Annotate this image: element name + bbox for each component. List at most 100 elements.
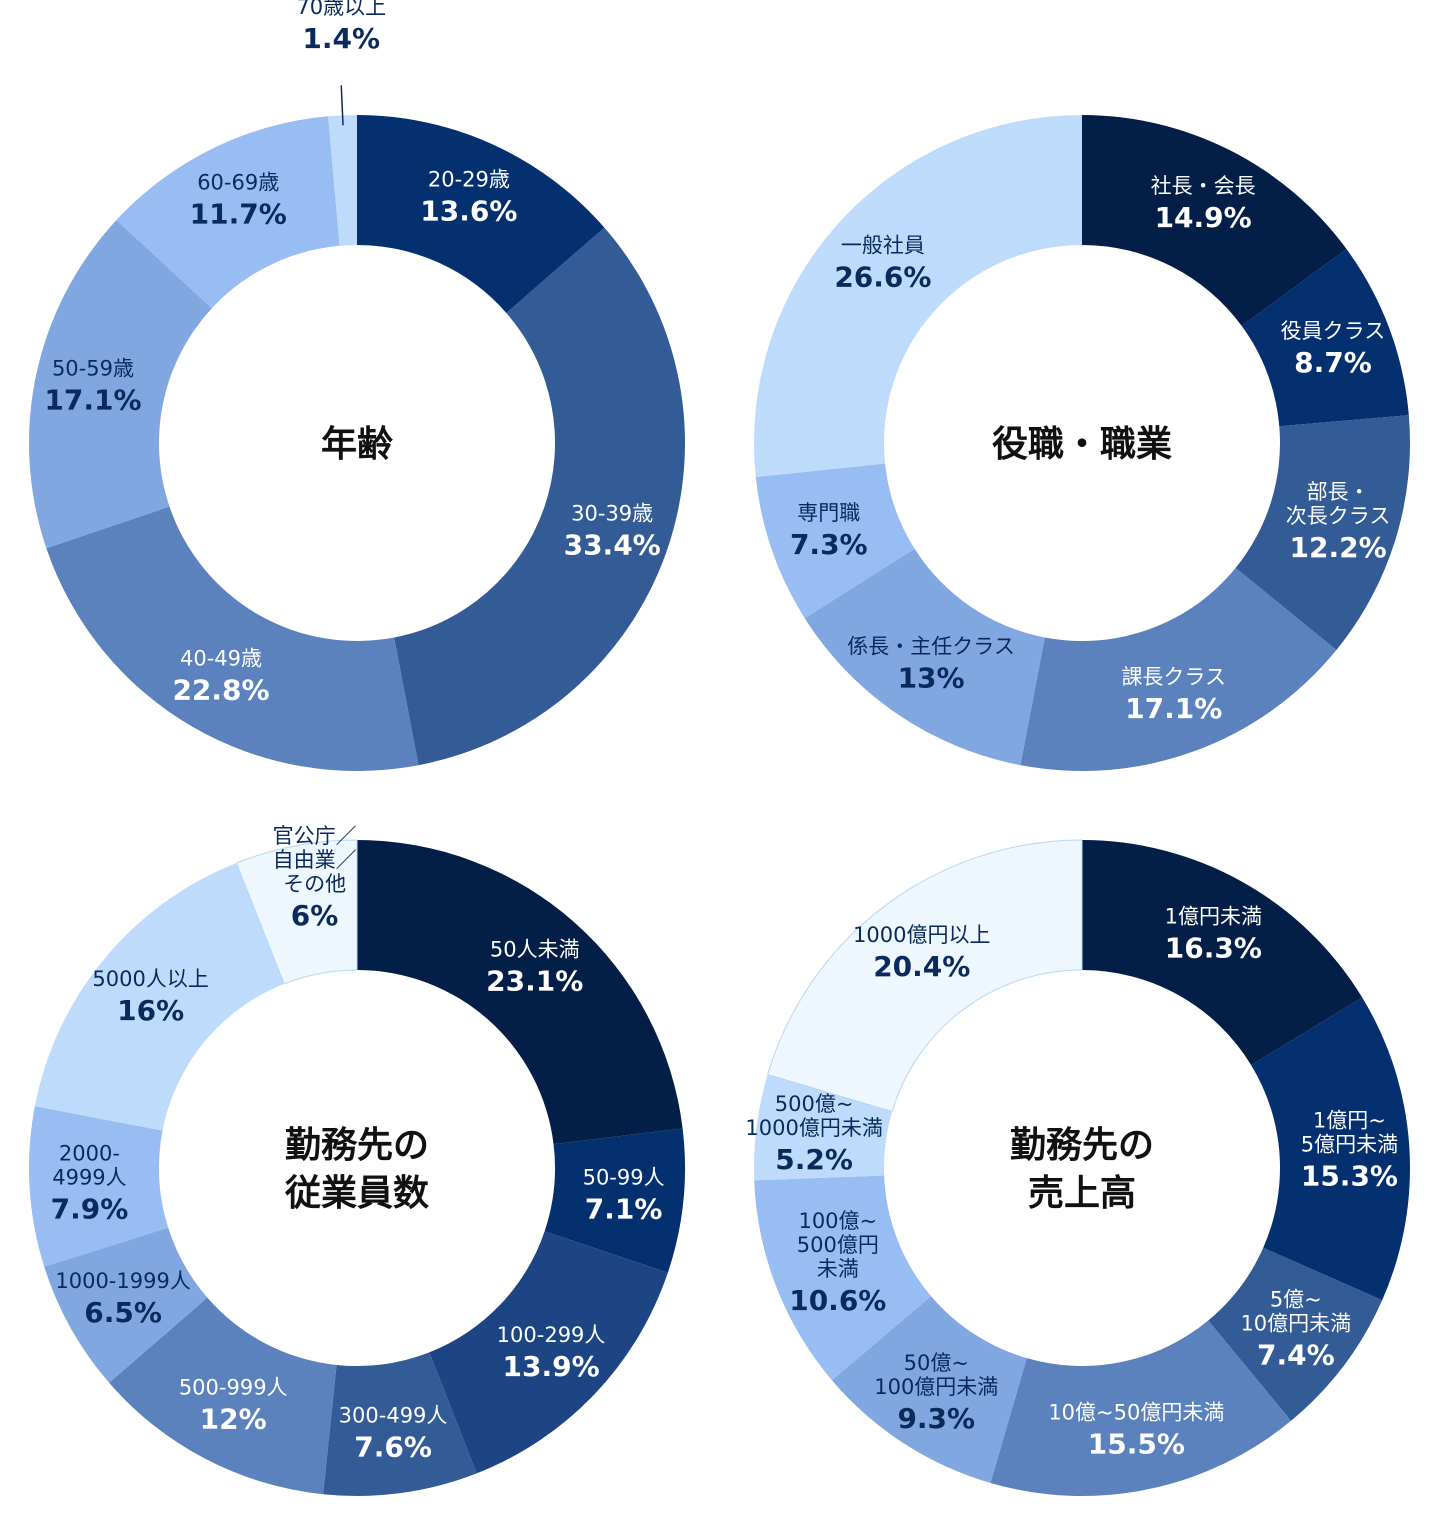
slice-category-label: 50-59歳 bbox=[52, 357, 134, 381]
slice-category-label: 100億~ bbox=[798, 1209, 877, 1233]
slice-value-label: 17.1% bbox=[44, 384, 141, 417]
slice-label: 官公庁／自由業／その他 6% bbox=[273, 824, 357, 932]
slice-category-label: 100-299人 bbox=[497, 1323, 606, 1347]
pie-slice bbox=[323, 1352, 477, 1496]
pie-slice bbox=[990, 1320, 1292, 1496]
pie-slice bbox=[394, 227, 685, 766]
pie-slice bbox=[44, 1227, 208, 1383]
slice-category-label: 次長クラス bbox=[1286, 504, 1391, 528]
pie-slice bbox=[1235, 415, 1410, 651]
slice-value-label: 5.2% bbox=[775, 1143, 853, 1176]
slice-value-label: 7.6% bbox=[354, 1431, 432, 1464]
pie-slice bbox=[754, 1175, 932, 1381]
chart-title-line: 売上高 bbox=[1028, 1173, 1136, 1214]
donut-chart-3: 50人未満 23.1% 50-99人 7.1% 100-299人 13.9% 300-499… bbox=[29, 824, 685, 1496]
pie-slice bbox=[1020, 567, 1337, 771]
slice-category-label: 50人未満 bbox=[490, 937, 580, 961]
pie-slice bbox=[544, 1128, 685, 1273]
pie-slice bbox=[754, 115, 1082, 478]
slice-value-label: 15.3% bbox=[1301, 1159, 1398, 1192]
chart-center-title: 年齢 bbox=[321, 424, 393, 465]
slice-label: 1億円~5億円未満 15.3% bbox=[1301, 1108, 1398, 1192]
slice-category-label: 500億円 bbox=[797, 1233, 879, 1257]
pie-slice bbox=[29, 219, 212, 549]
slice-label: 5億~10億円未満 7.4% bbox=[1240, 1288, 1351, 1372]
slice-label: 係長・主任クラス 13% bbox=[847, 634, 1015, 694]
slice-value-label: 20.4% bbox=[873, 950, 970, 983]
slice-category-label: 5億円未満 bbox=[1301, 1132, 1398, 1156]
pie-slice bbox=[1082, 840, 1363, 1066]
pie-slice bbox=[34, 862, 285, 1131]
slice-category-label: 課長クラス bbox=[1121, 665, 1226, 689]
slice-value-label: 6% bbox=[291, 899, 339, 932]
slice-category-label: 1億円未満 bbox=[1165, 904, 1262, 928]
slice-category-label: 40-49歳 bbox=[180, 646, 262, 670]
slice-category-label: 300-499人 bbox=[339, 1404, 448, 1428]
slice-category-label: その他 bbox=[283, 872, 346, 896]
slice-category-label: 専門職 bbox=[797, 501, 860, 525]
slice-value-label: 7.3% bbox=[790, 528, 868, 561]
pie-slice bbox=[328, 115, 357, 246]
slice-value-label: 13.9% bbox=[502, 1350, 599, 1383]
slice-category-label: 10億~50億円未満 bbox=[1048, 1400, 1224, 1424]
slice-value-label: 14.9% bbox=[1155, 201, 1252, 234]
slice-label: 50人未満 23.1% bbox=[486, 937, 583, 997]
slice-value-label: 33.4% bbox=[564, 528, 661, 561]
slice-value-label: 12.2% bbox=[1290, 531, 1387, 564]
slice-category-label: 60-69歳 bbox=[197, 171, 279, 195]
slice-label: 100-299人 13.9% bbox=[497, 1323, 606, 1383]
slice-category-label: 官公庁／ bbox=[273, 824, 357, 848]
slice-category-label: 5億~ bbox=[1270, 1288, 1322, 1312]
chart-title-line: 年齢 bbox=[321, 424, 393, 465]
slice-label: 20-29歳 13.6% bbox=[420, 167, 517, 227]
pie-slice bbox=[357, 115, 605, 313]
slice-category-label: 500億~ bbox=[775, 1092, 854, 1116]
slice-label: 専門職 7.3% bbox=[790, 501, 868, 561]
slice-value-label: 11.7% bbox=[190, 198, 287, 231]
slice-label: 60-69歳 11.7% bbox=[190, 171, 287, 231]
slice-label: 30-39歳 33.4% bbox=[564, 501, 661, 561]
pie-slice bbox=[109, 1297, 337, 1495]
slice-category-label: 70歳以上 bbox=[296, 0, 386, 19]
slice-category-label: 1億円~ bbox=[1313, 1108, 1386, 1132]
pie-slice bbox=[46, 506, 419, 771]
pie-slice bbox=[1082, 115, 1347, 326]
slice-value-label: 6.5% bbox=[84, 1296, 162, 1329]
slice-value-label: 13.6% bbox=[420, 194, 517, 227]
slice-value-label: 23.1% bbox=[486, 964, 583, 997]
slice-category-label: 2000- bbox=[59, 1142, 120, 1166]
slice-label: 300-499人 7.6% bbox=[339, 1404, 448, 1464]
slice-label: 課長クラス 17.1% bbox=[1121, 665, 1226, 725]
chart-center-title: 役職・職業 bbox=[992, 424, 1172, 465]
leader-line bbox=[340, 85, 344, 126]
slice-label: 50-99人 7.1% bbox=[583, 1165, 665, 1225]
slice-value-label: 12% bbox=[200, 1403, 267, 1436]
slice-label: 40-49歳 22.8% bbox=[172, 646, 269, 706]
slice-category-label: 100億円未満 bbox=[874, 1375, 998, 1399]
chart-title-line: 従業員数 bbox=[284, 1173, 429, 1214]
slice-category-label: 5000人以上 bbox=[92, 967, 208, 991]
pie-slice bbox=[357, 840, 683, 1145]
pie-slice bbox=[235, 839, 358, 985]
slice-category-label: 一般社員 bbox=[841, 234, 925, 258]
slice-value-label: 26.6% bbox=[834, 261, 931, 294]
pie-slice bbox=[29, 1106, 169, 1267]
slice-value-label: 7.1% bbox=[585, 1192, 663, 1225]
slice-value-label: 7.9% bbox=[51, 1193, 129, 1226]
chart-title-line: 役職・職業 bbox=[992, 424, 1172, 465]
slice-value-label: 13% bbox=[898, 661, 965, 694]
pie-slice bbox=[804, 548, 1045, 766]
pie-slice bbox=[1208, 1247, 1383, 1421]
slice-label: 1000-1999人 6.5% bbox=[55, 1269, 190, 1329]
slice-category-label: 自由業／ bbox=[273, 848, 357, 872]
slice-value-label: 17.1% bbox=[1125, 692, 1222, 725]
pie-slice bbox=[831, 1296, 1027, 1483]
donut-chart-4: 1億円未満 16.3% 1億円~5億円未満 15.3% 5億~10億円未満 7.4% 10億… bbox=[745, 839, 1410, 1496]
slice-value-label: 9.3% bbox=[897, 1402, 975, 1435]
slice-category-label: 30-39歳 bbox=[571, 501, 653, 525]
slice-label: 役員クラス 8.7% bbox=[1281, 319, 1386, 379]
